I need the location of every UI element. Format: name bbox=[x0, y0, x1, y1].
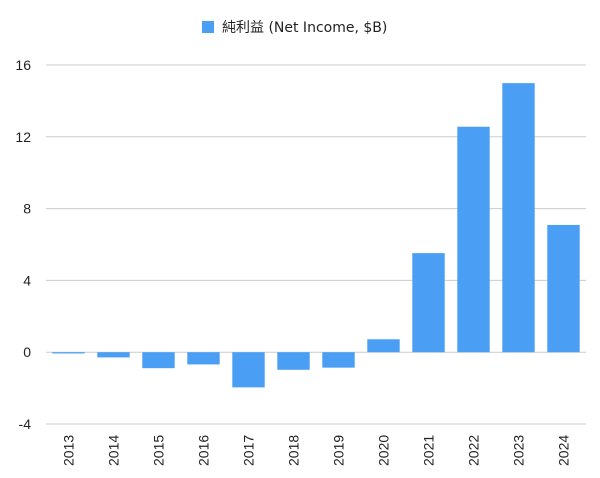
x-tick-label: 2020 bbox=[376, 435, 392, 466]
bar-2015 bbox=[142, 352, 175, 369]
x-tick-label: 2015 bbox=[151, 435, 167, 466]
y-axis-ticks: -4 0 4 8 12 16 bbox=[15, 57, 31, 432]
bar-2020 bbox=[367, 339, 400, 353]
x-tick-label: 2022 bbox=[466, 435, 482, 466]
legend: 純利益 (Net Income, $B) bbox=[202, 20, 387, 36]
y-tick-label: 12 bbox=[15, 129, 31, 145]
bar-2013 bbox=[52, 352, 85, 354]
y-tick-label: 4 bbox=[23, 272, 31, 288]
y-tick-label: 16 bbox=[15, 57, 31, 73]
x-tick-label: 2013 bbox=[61, 435, 77, 466]
bar-2022 bbox=[457, 126, 490, 353]
bar-2016 bbox=[187, 352, 220, 365]
x-tick-label: 2019 bbox=[331, 435, 347, 466]
bar-2024 bbox=[547, 224, 580, 353]
x-tick-label: 2023 bbox=[511, 435, 527, 466]
x-tick-label: 2021 bbox=[421, 435, 437, 466]
x-tick-label: 2017 bbox=[241, 435, 257, 466]
legend-label: 純利益 (Net Income, $B) bbox=[222, 20, 387, 36]
y-tick-label: 8 bbox=[23, 201, 31, 217]
grid bbox=[46, 64, 586, 425]
bars bbox=[52, 83, 580, 388]
bar-2021 bbox=[412, 253, 445, 353]
x-tick-label: 2024 bbox=[556, 435, 572, 466]
legend-swatch bbox=[202, 21, 214, 33]
y-tick-label: -4 bbox=[19, 416, 32, 432]
bar-2014 bbox=[97, 352, 130, 358]
bar-2023 bbox=[502, 83, 535, 353]
x-tick-label: 2016 bbox=[196, 435, 212, 466]
y-tick-label: 0 bbox=[23, 344, 31, 360]
x-axis-ticks: 2013 2014 2015 2016 2017 2018 2019 2020 2021 2022… bbox=[61, 435, 572, 466]
x-tick-label: 2018 bbox=[286, 435, 302, 466]
bar-2017 bbox=[232, 352, 265, 388]
x-tick-label: 2014 bbox=[106, 435, 122, 466]
bar-2019 bbox=[322, 352, 355, 368]
bar-2018 bbox=[277, 352, 310, 370]
